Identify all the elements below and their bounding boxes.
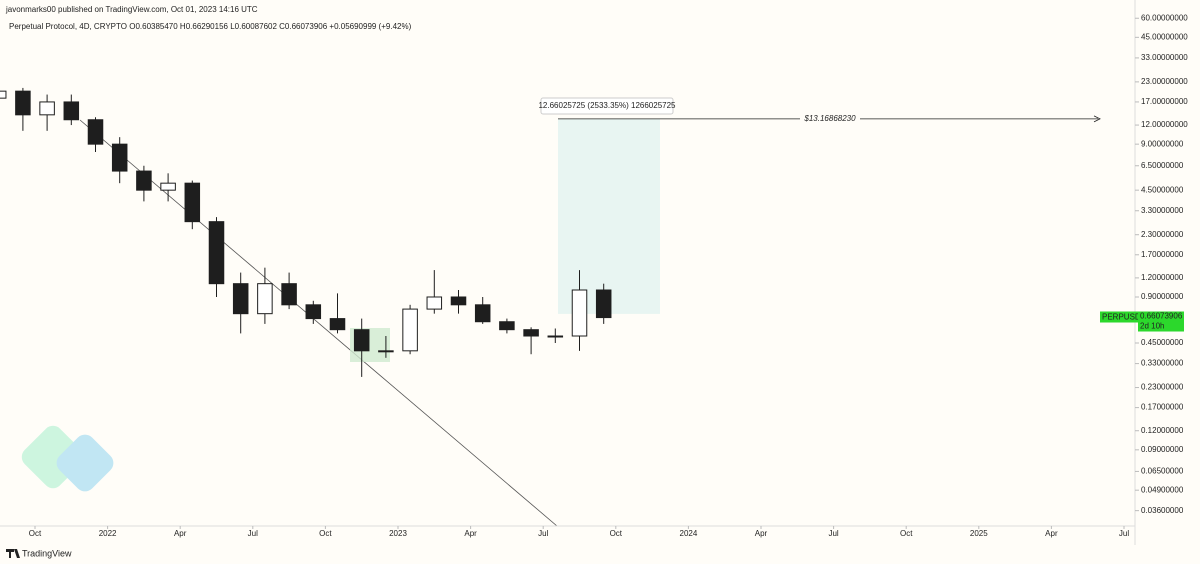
x-tick-label: 2024 bbox=[680, 529, 698, 538]
price-badge bbox=[1138, 311, 1184, 332]
candle-body bbox=[111, 143, 128, 172]
candle-body bbox=[0, 90, 7, 99]
x-tick-label: Apr bbox=[174, 529, 187, 538]
legend: Perpetual Protocol, 4D, CRYPTO O0.603854… bbox=[9, 22, 412, 31]
y-tick-label: 1.70000000 bbox=[1141, 250, 1184, 259]
y-tick-label: 0.23000000 bbox=[1141, 383, 1184, 392]
footer: TradingView bbox=[6, 548, 72, 558]
y-tick-label: 1.20000000 bbox=[1141, 273, 1184, 282]
y-tick-label: 0.90000000 bbox=[1141, 292, 1184, 301]
watermark-logo bbox=[21, 425, 114, 492]
y-tick-label: 0.45000000 bbox=[1141, 338, 1184, 347]
legend-ohlc: O0.60385470 H0.66290156 L0.60087602 C0.6… bbox=[129, 22, 411, 31]
candle-body bbox=[402, 308, 418, 352]
price-label: 0.66073906 bbox=[1140, 312, 1183, 321]
candle-body bbox=[426, 296, 443, 310]
measure-label-box bbox=[540, 97, 674, 115]
plot-area bbox=[0, 87, 660, 526]
y-tick-label: 0.04900000 bbox=[1141, 485, 1184, 494]
y-tick-label: 0.06500000 bbox=[1141, 467, 1184, 476]
x-tick-label: Apr bbox=[755, 529, 768, 538]
x-tick-label: 2025 bbox=[970, 529, 988, 538]
x-tick-label: Jul bbox=[1119, 529, 1129, 538]
symbol-label: PERPUSD bbox=[1102, 313, 1141, 322]
y-tick-label: 60.00000000 bbox=[1141, 13, 1188, 22]
x-tick-label: Oct bbox=[29, 529, 42, 538]
y-tick-label: 0.03600000 bbox=[1141, 506, 1184, 515]
candle-body bbox=[450, 296, 467, 306]
y-tick-label: 4.50000000 bbox=[1141, 185, 1184, 194]
candle-body bbox=[15, 90, 31, 116]
candle-body bbox=[136, 170, 152, 191]
candle-body bbox=[378, 350, 394, 353]
y-tick-label: 6.50000000 bbox=[1141, 161, 1184, 170]
candle-body bbox=[39, 101, 55, 116]
candle-body bbox=[595, 289, 612, 319]
measure-label: 12.66025725 (2533.35%) 1266025725 bbox=[538, 101, 676, 110]
footer-logo bbox=[6, 549, 20, 558]
candle-body bbox=[257, 283, 273, 315]
candle-body bbox=[547, 335, 564, 338]
candle-body bbox=[353, 329, 370, 352]
y-tick-label: 23.00000000 bbox=[1141, 77, 1188, 86]
y-tick-label: 45.00000000 bbox=[1141, 32, 1188, 41]
candle-body bbox=[305, 304, 322, 320]
x-tick-label: Jul bbox=[248, 529, 258, 538]
target-label-bg bbox=[800, 112, 860, 125]
symbol-badge bbox=[1100, 311, 1138, 323]
legend-name: Perpetual Protocol, 4D, CRYPTO bbox=[9, 22, 127, 31]
x-tick-label: Jul bbox=[828, 529, 838, 538]
candle-body bbox=[474, 304, 491, 323]
measure-box bbox=[558, 118, 660, 314]
target-arrowhead bbox=[1093, 115, 1101, 123]
y-tick-label: 9.00000000 bbox=[1141, 139, 1184, 148]
candle-body bbox=[184, 182, 201, 223]
publisher: javonmarks00 published on TradingView.co… bbox=[5, 5, 258, 14]
x-tick-label: 2023 bbox=[389, 529, 407, 538]
candle-body bbox=[571, 289, 588, 337]
x-tick-label: Apr bbox=[1045, 529, 1058, 538]
candle-body bbox=[281, 283, 297, 306]
candle-body bbox=[499, 321, 515, 331]
candle-body bbox=[87, 119, 104, 145]
y-tick-label: 0.12000000 bbox=[1141, 426, 1184, 435]
x-tick-label: Apr bbox=[464, 529, 477, 538]
target-label: $13.16868230 bbox=[803, 114, 856, 123]
countdown-label: 2d 10h bbox=[1140, 322, 1164, 331]
y-tick-label: 0.33000000 bbox=[1141, 359, 1184, 368]
y-tick-label: 0.17000000 bbox=[1141, 403, 1184, 412]
y-tick-label: 17.00000000 bbox=[1141, 97, 1188, 106]
x-tick-label: 2022 bbox=[99, 529, 117, 538]
logo-shape bbox=[56, 434, 114, 492]
y-tick-label: 3.30000000 bbox=[1141, 206, 1184, 215]
candle-body bbox=[63, 101, 80, 121]
candle-body bbox=[232, 283, 249, 315]
footer-text: TradingView bbox=[22, 548, 72, 558]
y-tick-label: 2.30000000 bbox=[1141, 230, 1184, 239]
y-tick-label: 12.00000000 bbox=[1141, 120, 1188, 129]
y-tick-label: 0.09000000 bbox=[1141, 445, 1184, 454]
x-tick-label: Oct bbox=[319, 529, 332, 538]
candle-body bbox=[523, 329, 539, 337]
x-tick-label: Oct bbox=[610, 529, 623, 538]
candle-body bbox=[160, 182, 176, 191]
x-tick-label: Oct bbox=[900, 529, 913, 538]
x-tick-label: Jul bbox=[538, 529, 548, 538]
candle-body bbox=[208, 221, 225, 285]
trend-line bbox=[79, 119, 558, 526]
y-tick-label: 33.00000000 bbox=[1141, 53, 1188, 62]
candle-body bbox=[329, 318, 346, 331]
